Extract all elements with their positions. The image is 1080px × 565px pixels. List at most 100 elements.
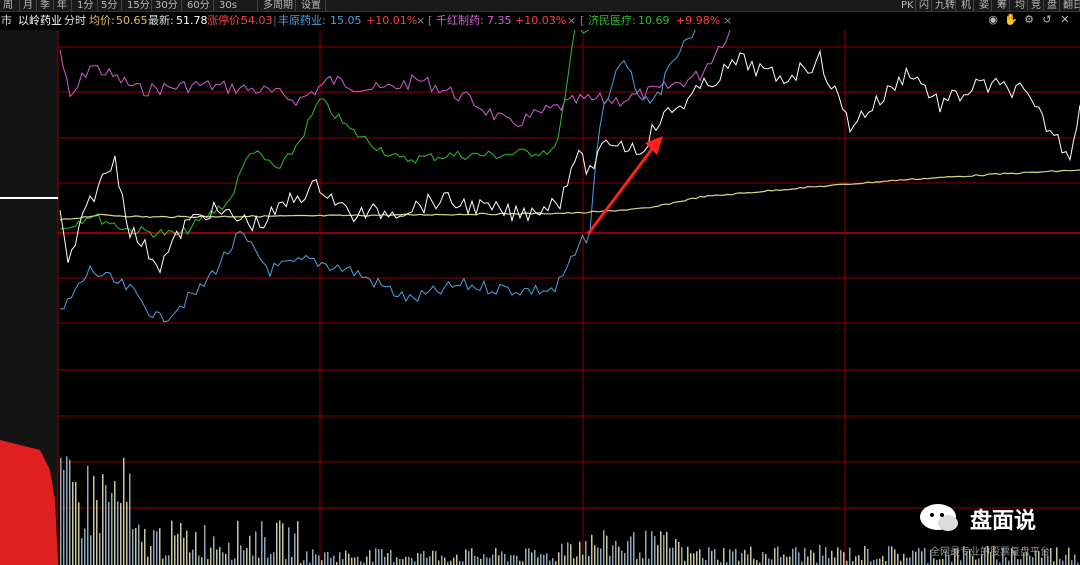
volume-bar — [810, 550, 812, 565]
volume-bar — [300, 562, 302, 565]
volume-bar — [75, 482, 77, 565]
flip-day-button[interactable]: 翻日 — [1060, 0, 1080, 11]
volume-bar — [600, 548, 602, 565]
volume-bar — [135, 528, 137, 565]
volume-bar — [669, 548, 671, 565]
machine-button[interactable]: 机 — [958, 0, 974, 11]
average-button[interactable]: 均 — [1012, 0, 1028, 11]
settings-button[interactable]: 设置 — [298, 0, 326, 11]
volume-bar — [414, 561, 416, 565]
flash-button[interactable]: 闪 — [916, 0, 932, 11]
period-15min-button[interactable]: 15分 — [124, 0, 152, 11]
nine-turn-button[interactable]: 九转 — [932, 0, 956, 11]
peer3-close-icon[interactable]: × — [723, 14, 733, 27]
volume-bar — [627, 541, 629, 565]
quote-info-bar: 市 以岭药业 分时 均价: 50.65 最新: 51.78 涨停价: 54.03… — [0, 12, 1080, 29]
period-year-button[interactable]: 年 — [54, 0, 72, 11]
hand-icon[interactable]: ✋ — [1004, 13, 1018, 26]
period-5min-button[interactable]: 5分 — [98, 0, 122, 11]
volume-bar — [957, 548, 959, 565]
volume-bar — [615, 540, 617, 565]
volume-bar — [267, 557, 269, 565]
volume-bar — [309, 562, 311, 565]
board-button[interactable]: 盘 — [1044, 0, 1060, 11]
volume-bar — [624, 553, 626, 565]
volume-bar — [1059, 558, 1061, 565]
volume-bar — [228, 542, 230, 565]
volume-bar — [114, 481, 116, 565]
volume-bar — [876, 558, 878, 565]
volume-bar — [327, 552, 329, 565]
pk-button[interactable]: PK — [898, 0, 916, 11]
peer1-close-icon[interactable]: × — [416, 14, 426, 27]
volume-bar — [753, 558, 755, 565]
volume-bar — [1071, 560, 1073, 565]
volume-bar — [243, 550, 245, 565]
volume-bar — [933, 558, 935, 565]
period-1min-button[interactable]: 1分 — [74, 0, 98, 11]
volume-bar — [306, 551, 308, 565]
volume-bar — [975, 559, 977, 565]
volume-bar — [846, 560, 848, 565]
volume-bar — [798, 552, 800, 565]
period-30min-button[interactable]: 30分 — [152, 0, 182, 11]
volume-bar — [555, 561, 557, 565]
volume-bar — [672, 547, 674, 565]
chips-button[interactable]: 筹 — [994, 0, 1010, 11]
period-30s-dropdown[interactable]: 30s — [216, 0, 258, 11]
peer1-price: 15.05 — [330, 14, 362, 27]
volume-bar — [828, 558, 830, 565]
volume-bar — [552, 558, 554, 565]
auction-button[interactable]: 竞 — [1028, 0, 1044, 11]
volume-bar — [855, 556, 857, 565]
volume-bar — [951, 561, 953, 565]
volume-bar — [258, 557, 260, 565]
volume-bar — [333, 555, 335, 565]
volume-bar — [1011, 548, 1013, 565]
volume-bar — [84, 528, 86, 565]
volume-bar — [498, 555, 500, 565]
volume-bar — [825, 546, 827, 565]
volume-bar — [834, 557, 836, 565]
volume-bar — [153, 530, 155, 565]
close-icon[interactable]: ✕ — [1060, 13, 1070, 26]
volume-bar — [294, 533, 296, 565]
eye-icon[interactable]: ◉ — [988, 13, 998, 26]
volume-bar — [966, 551, 968, 565]
volume-bar — [564, 555, 566, 565]
volume-bar — [222, 552, 224, 565]
volume-bar — [201, 557, 203, 565]
period-month-button[interactable]: 月 — [20, 0, 37, 11]
chart-grid — [0, 30, 1080, 565]
pose-button[interactable]: 姿 — [976, 0, 992, 11]
back-icon[interactable]: ↺ — [1042, 13, 1052, 26]
peer2-close-icon[interactable]: × — [567, 14, 577, 27]
volume-bar — [186, 530, 188, 565]
volume-bar — [429, 556, 431, 565]
volume-bar — [831, 550, 833, 565]
volume-bar — [648, 558, 650, 565]
volume-bar — [777, 546, 779, 565]
period-60min-button[interactable]: 60分 — [184, 0, 214, 11]
period-week-button[interactable]: 周 — [0, 0, 20, 11]
volume-bar — [996, 559, 998, 565]
volume-bar — [168, 555, 170, 565]
volume-bar — [573, 558, 575, 565]
settings-icon[interactable]: ⚙ — [1024, 13, 1034, 26]
volume-bar — [789, 556, 791, 565]
volume-bar — [579, 541, 581, 565]
volume-bar — [636, 559, 638, 565]
period-quarter-button[interactable]: 季 — [37, 0, 54, 11]
volume-bar — [318, 555, 320, 565]
volume-bar — [1053, 561, 1055, 565]
volume-bar — [195, 532, 197, 565]
volume-bar — [441, 555, 443, 565]
multi-period-button[interactable]: 多周期 — [260, 0, 296, 11]
volume-bar — [930, 550, 932, 565]
stock-name: 以岭药业 — [18, 14, 62, 27]
volume-bar — [1014, 551, 1016, 565]
volume-bar — [1065, 554, 1067, 565]
volume-bar — [987, 545, 989, 565]
volume-bar — [456, 554, 458, 565]
volume-bar — [819, 545, 821, 565]
